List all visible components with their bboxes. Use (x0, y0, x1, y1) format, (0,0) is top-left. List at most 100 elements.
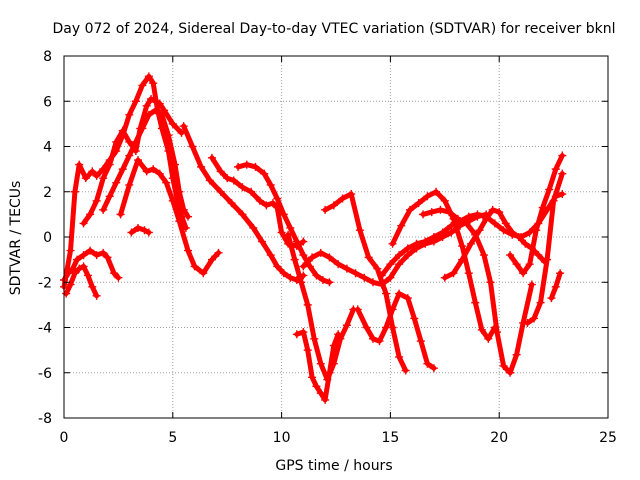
data-point (75, 160, 84, 169)
data-point (105, 192, 114, 201)
data-point (284, 230, 293, 239)
data-point (86, 210, 95, 219)
data-point (238, 183, 247, 192)
data-point (549, 196, 558, 205)
series-line (61, 73, 189, 290)
data-point (403, 294, 412, 303)
data-point (308, 373, 317, 382)
data-point (508, 228, 517, 237)
data-point (149, 165, 158, 174)
data-point (401, 366, 410, 375)
data-point (334, 330, 343, 339)
data-point (521, 239, 530, 248)
data-point (88, 167, 97, 176)
series-sat-20 (506, 151, 567, 278)
data-point (297, 278, 306, 287)
y-tick-label: -8 (38, 411, 52, 427)
series-line (379, 191, 565, 278)
data-point (410, 314, 419, 323)
data-point (227, 199, 236, 208)
data-point (207, 153, 216, 162)
data-point (155, 99, 164, 108)
x-tick-labels: 0 5 10 15 20 25 (60, 430, 617, 446)
data-point (279, 269, 288, 278)
data-point (179, 205, 188, 214)
data-point (238, 210, 247, 219)
data-point (92, 171, 101, 180)
data-point (103, 253, 112, 262)
data-point (277, 228, 286, 237)
data-point (447, 228, 456, 237)
data-point (114, 273, 123, 282)
data-point (488, 205, 497, 214)
data-point (419, 210, 428, 219)
series-line (355, 291, 437, 371)
x-axis-label: GPS time / hours (275, 458, 392, 474)
data-point (558, 190, 567, 199)
data-point (70, 187, 79, 196)
data-point (118, 126, 127, 135)
data-point (373, 264, 382, 273)
data-point (162, 178, 171, 187)
series-sat-12 (292, 328, 343, 404)
data-point (144, 72, 153, 81)
data-point (99, 248, 108, 257)
data-point (388, 239, 397, 248)
data-point (273, 194, 282, 203)
data-point (299, 328, 308, 337)
data-point (532, 226, 541, 235)
data-point (484, 334, 493, 343)
data-point (458, 242, 467, 251)
data-point (477, 325, 486, 334)
data-point (551, 165, 560, 174)
data-point (338, 194, 347, 203)
data-point (464, 212, 473, 221)
data-point (188, 142, 197, 151)
data-point (147, 94, 156, 103)
series-line (63, 263, 100, 299)
series-line (118, 157, 221, 276)
data-point (303, 346, 312, 355)
data-point (360, 273, 369, 282)
data-point (558, 151, 567, 160)
series-line (525, 171, 565, 326)
data-point (73, 255, 82, 264)
data-point (247, 187, 256, 196)
data-point (170, 160, 179, 169)
data-point (558, 169, 567, 178)
data-point (514, 233, 523, 241)
data-point (168, 196, 177, 205)
series-sat-18 (419, 205, 536, 377)
data-point (81, 174, 90, 183)
data-point (144, 110, 153, 119)
data-point (125, 110, 134, 119)
data-point (312, 382, 321, 391)
data-point (421, 237, 430, 246)
data-point (512, 350, 521, 359)
data-point (523, 318, 532, 327)
series-sat-14 (321, 190, 410, 375)
data-point (519, 269, 528, 278)
data-point (125, 151, 134, 160)
series-sat-08 (179, 122, 308, 284)
series-sat-19 (440, 205, 549, 282)
y-tick-label: 6 (43, 94, 52, 110)
data-point (453, 214, 462, 223)
data-point (75, 264, 84, 273)
data-point (125, 180, 134, 189)
data-point (458, 255, 467, 264)
data-point (216, 187, 225, 196)
data-point (382, 323, 391, 332)
data-point (99, 174, 108, 183)
data-point (556, 269, 565, 278)
data-point (207, 255, 216, 264)
data-point (242, 160, 251, 169)
series-sat-07 (127, 223, 153, 237)
data-point (382, 289, 391, 298)
data-point (199, 269, 208, 278)
data-point (112, 137, 121, 146)
data-point (88, 282, 97, 291)
data-point (321, 205, 330, 214)
data-point (527, 280, 536, 289)
